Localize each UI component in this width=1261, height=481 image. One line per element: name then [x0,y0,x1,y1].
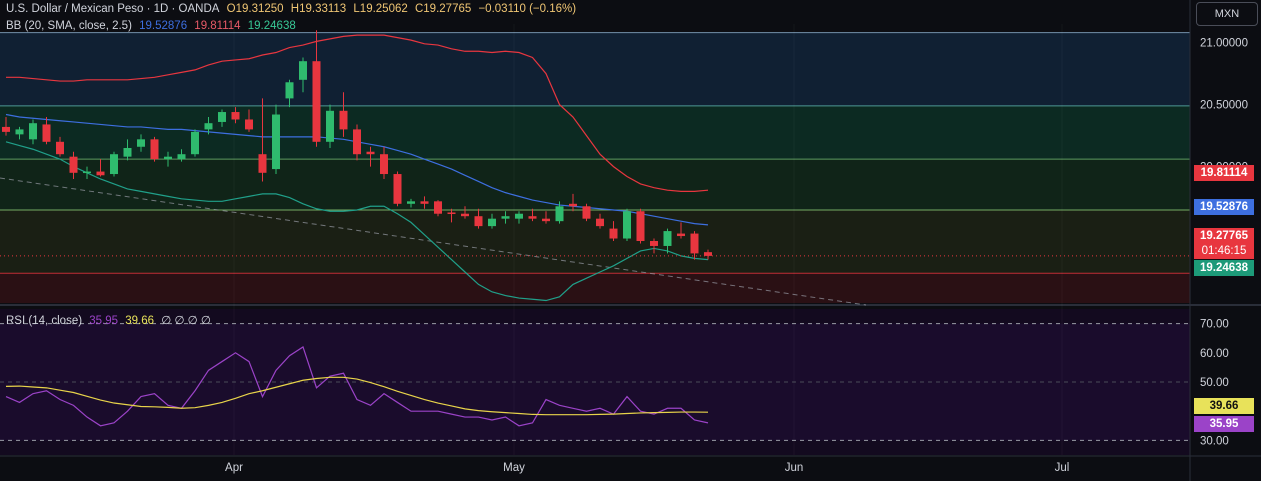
candle-body [704,252,712,256]
bb-legend[interactable]: BB (20, SMA, close, 2.5) 19.52876 19.811… [6,19,300,33]
candle-body [218,112,226,122]
candle-body [515,213,523,219]
candle-body [690,233,699,254]
zone-upper [0,32,1190,106]
candle-body [15,129,24,135]
candle-body [177,154,186,160]
rsi-legend-label: RSI (14, close) [6,315,83,327]
zone-upper-mid [0,105,1190,160]
candle-body [636,211,645,241]
symbol-title: U.S. Dollar / Mexican Peso · 1D · OANDA [6,3,220,15]
candle-body [258,154,267,173]
candle-body [312,61,321,142]
rsi-legend[interactable]: RSI (14, close) 35.95 39.66 ∅ ∅ ∅ ∅ [6,314,215,328]
ohlc-close: C19.27765 [414,3,472,15]
candle-body [528,216,537,219]
candle-body [501,216,510,219]
candle-body [461,213,469,217]
candle-body [474,216,483,227]
currency-button[interactable]: MXN [1196,2,1258,26]
candle-body [83,171,91,174]
price-axis-label: 21.00000 [1200,38,1248,50]
candle-body [623,211,631,239]
basis-tag: 19.52876 [1194,199,1254,215]
candle-body [582,206,591,219]
candle-body [650,241,658,246]
candle-body [434,201,442,214]
candle-body [393,174,402,204]
candle-body [231,112,240,120]
candle-body [447,212,456,214]
candle-body [569,203,577,207]
rsi-axis-label: 50.00 [1200,377,1229,389]
candle-body [596,218,604,227]
candle-body [42,124,51,142]
candle-body [663,231,672,246]
bb-lower-value: 19.24638 [247,20,296,32]
last-price-tag: 19.27765 [1194,228,1254,244]
ohlc-open: O19.31250 [226,3,284,15]
time-axis-label: Apr [225,462,243,474]
candle-body [299,61,307,80]
candle-body [191,131,199,155]
candle-body [2,126,10,132]
candle-body [150,139,159,160]
bb-upper-value: 19.81114 [194,20,241,32]
rsi-extra-values: ∅ ∅ ∅ ∅ [161,315,211,327]
candle-body [407,201,415,204]
rsi-axis-label: 30.00 [1200,435,1229,447]
candle-body [285,82,294,99]
time-axis-label: Jun [785,462,804,474]
candle-body [123,148,132,157]
candle-body [677,233,685,237]
bb-lower-line [5,141,709,302]
candle-body [339,110,348,130]
candle-body [542,218,550,222]
price-axis-label: 20.50000 [1200,100,1248,112]
candle-body [137,139,145,147]
rsi-ma-tag: 39.66 [1194,398,1254,414]
candle-body [555,206,564,222]
rsi-axis-label: 60.00 [1200,348,1229,360]
bb-upper-line [6,34,709,192]
candle-body [326,110,334,142]
rsi-ma-line [5,376,709,416]
candle-body [353,129,361,155]
trend-line [0,177,867,306]
bar-countdown-tag: 01:46:15 [1194,243,1254,259]
candle-body [488,218,496,227]
rsi-value: 35.95 [89,315,119,327]
rsi-axis-label: 70.00 [1200,319,1229,331]
ohlc-high: H19.33113 [290,3,347,15]
candle-body [609,228,618,239]
candle-body [366,151,375,155]
ohlc-change: −0.03110 (−0.16%) [478,3,577,15]
ohlc-low: L19.25062 [353,3,408,15]
candle-body [380,154,388,175]
bb-legend-label: BB (20, SMA, close, 2.5) [6,20,132,32]
candle-body [245,119,253,130]
candle-body [69,156,78,173]
candle-body [164,156,172,160]
time-axis-label: May [503,462,525,474]
candle-body [204,123,213,130]
candle-body [56,141,64,155]
candle-body [29,123,37,140]
zone-lower [0,273,1190,303]
rsi-tag: 35.95 [1194,416,1254,432]
zone-mid [0,159,1190,210]
bb-basis-value: 19.52876 [139,20,188,32]
symbol-header: U.S. Dollar / Mexican Peso · 1D · OANDA … [6,2,580,16]
candle-body [420,201,429,204]
rsi-ma-value: 39.66 [125,315,155,327]
lower-band-tag: 19.24638 [1194,260,1254,276]
candle-body [110,154,118,175]
candle-body [96,171,105,176]
upper-band-tag: 19.81114 [1194,165,1254,181]
candle-body [272,114,280,170]
zone-lower-mid [0,210,1190,274]
rsi-line [5,346,709,427]
time-axis-label: Jul [1055,462,1070,474]
